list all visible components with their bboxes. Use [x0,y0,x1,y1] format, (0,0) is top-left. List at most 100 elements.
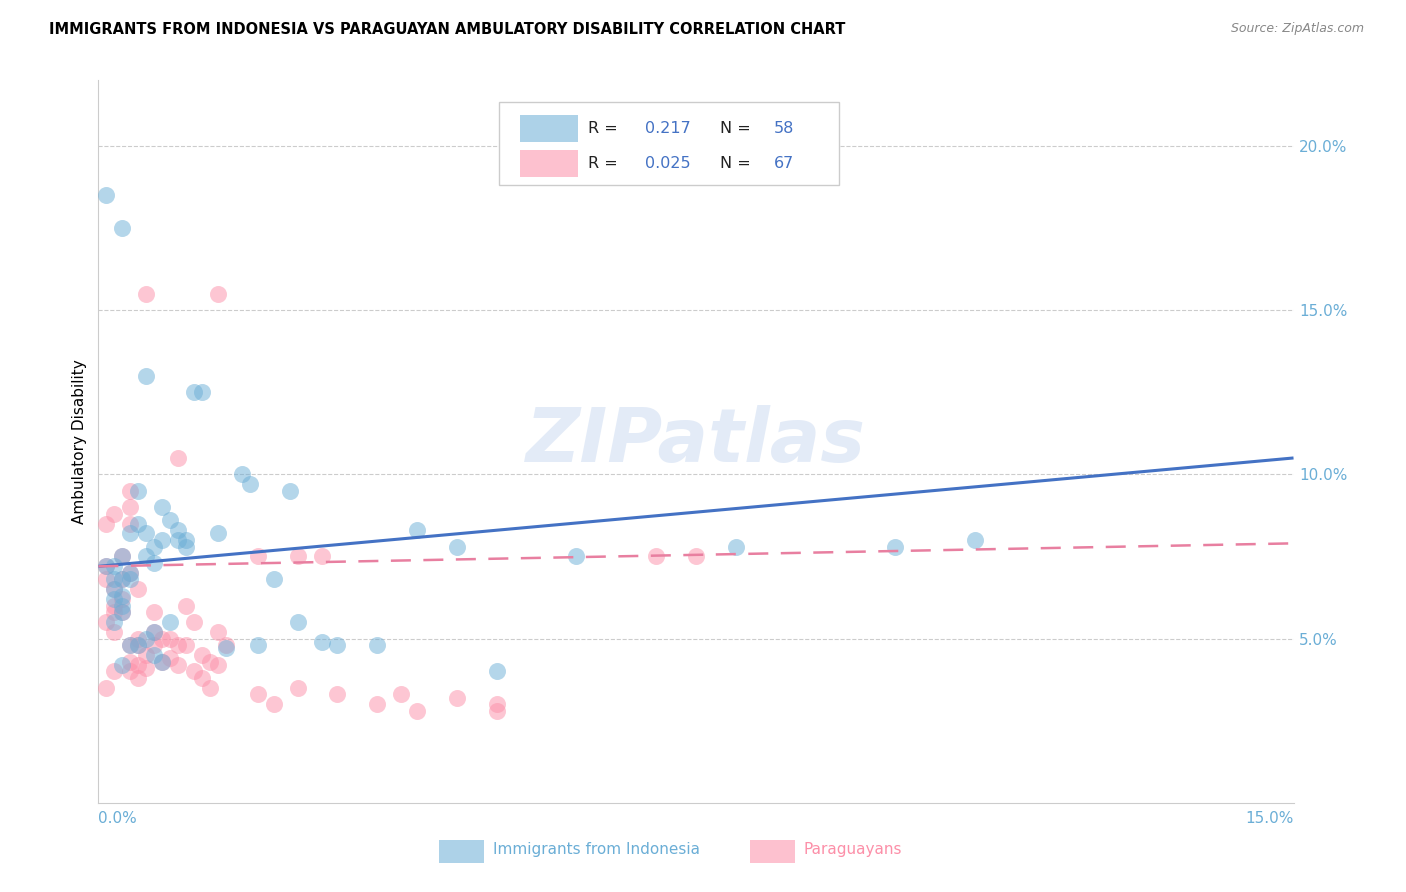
Point [389,687,412,701]
Point [111,605,134,619]
Point [120,500,142,515]
Point [111,549,134,564]
Point [111,657,134,672]
Point [143,540,166,554]
Point [326,687,349,701]
Point [103,507,125,521]
Point [143,625,166,640]
Point [96,681,118,695]
Point [120,566,142,580]
Point [406,704,429,718]
Point [159,513,181,527]
Point [406,523,429,537]
Point [207,526,229,541]
Text: Immigrants from Indonesia: Immigrants from Indonesia [494,842,700,857]
Point [143,556,166,570]
Text: 0.217: 0.217 [644,121,690,136]
Point [103,605,125,619]
FancyBboxPatch shape [520,150,578,178]
Point [198,655,221,669]
Point [565,549,588,564]
Text: Paraguayans: Paraguayans [804,842,903,857]
Point [111,573,134,587]
Point [120,665,142,679]
Point [111,592,134,607]
Point [159,615,181,630]
Point [207,625,229,640]
Point [127,638,149,652]
Point [278,483,301,498]
Point [96,516,118,531]
Point [103,665,125,679]
Point [963,533,986,547]
Point [167,638,190,652]
Point [207,657,229,672]
Point [120,573,142,587]
Point [120,638,142,652]
Point [246,638,269,652]
Point [96,573,118,587]
Point [103,592,125,607]
Point [239,477,262,491]
Point [167,450,190,465]
Point [191,648,214,662]
Point [191,385,214,400]
Point [167,657,190,672]
Point [96,188,118,202]
Point [311,549,333,564]
Point [150,655,173,669]
Y-axis label: Ambulatory Disability: Ambulatory Disability [72,359,87,524]
Point [127,671,149,685]
Point [103,582,125,597]
Point [111,549,134,564]
Point [150,655,173,669]
Point [127,638,149,652]
FancyBboxPatch shape [749,839,796,863]
Point [120,566,142,580]
FancyBboxPatch shape [499,102,839,185]
Point [263,573,285,587]
Text: N =: N = [720,121,756,136]
Text: IMMIGRANTS FROM INDONESIA VS PARAGUAYAN AMBULATORY DISABILITY CORRELATION CHART: IMMIGRANTS FROM INDONESIA VS PARAGUAYAN … [49,22,845,37]
Point [159,651,181,665]
Point [207,286,229,301]
Point [446,690,468,705]
Text: R =: R = [589,121,623,136]
Point [150,632,173,646]
Point [135,549,157,564]
Point [127,582,149,597]
Point [111,573,134,587]
Point [231,467,253,482]
FancyBboxPatch shape [439,839,485,863]
Point [143,648,166,662]
Point [135,661,157,675]
Point [366,638,388,652]
Point [111,605,134,619]
Point [174,599,197,613]
Point [135,286,157,301]
Point [485,704,508,718]
Point [120,483,142,498]
Point [111,589,134,603]
Point [183,665,205,679]
Text: 0.0%: 0.0% [98,812,138,827]
Text: Source: ZipAtlas.com: Source: ZipAtlas.com [1230,22,1364,36]
Point [159,632,181,646]
Text: R =: R = [589,156,623,171]
Point [724,540,747,554]
Text: 0.025: 0.025 [644,156,690,171]
Point [103,573,125,587]
Point [311,635,333,649]
Point [246,687,269,701]
Point [120,526,142,541]
Point [120,638,142,652]
Point [183,385,205,400]
Point [485,698,508,712]
Point [287,549,309,564]
Point [96,559,118,574]
Point [263,698,285,712]
Point [120,516,142,531]
Point [246,549,269,564]
Point [174,638,197,652]
Text: 67: 67 [773,156,794,171]
